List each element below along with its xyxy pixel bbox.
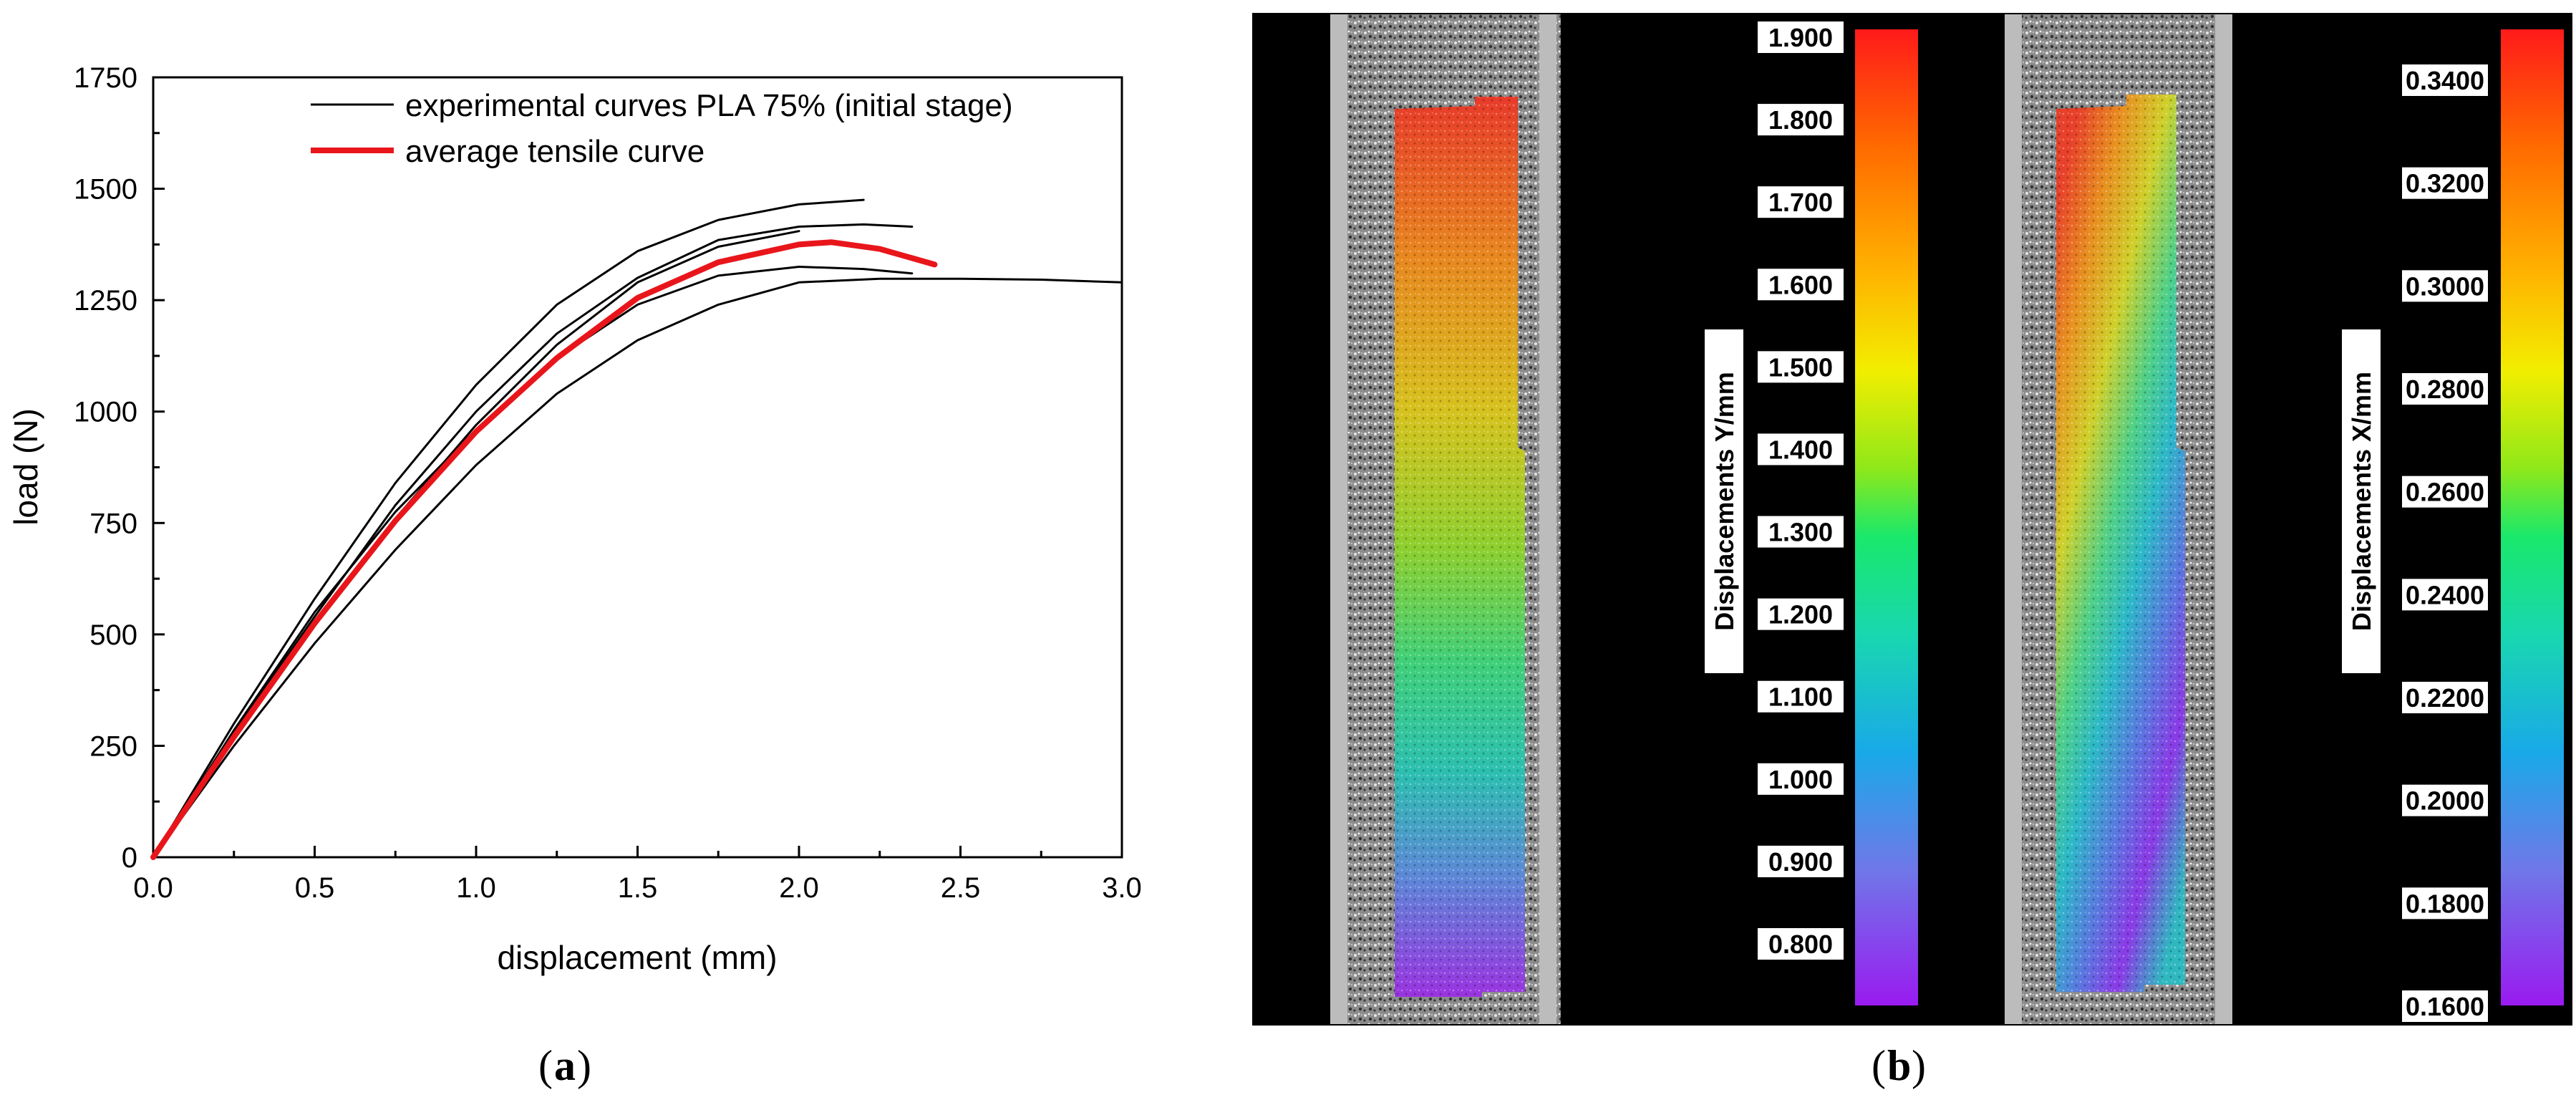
y-tick-label: 750	[89, 508, 137, 539]
colorbar-label: 0.800	[1768, 930, 1833, 959]
panel-a-label-close: )	[577, 1042, 591, 1089]
specimen-x-edge-left	[2005, 14, 2022, 1024]
colorbar-label: 0.3400	[2406, 66, 2484, 95]
legend-label-average: average tensile curve	[405, 134, 704, 169]
colorbar-label: 0.2600	[2406, 478, 2484, 507]
colorbar-label-box	[2402, 784, 2488, 816]
dic-map-y: 1.900 1.800 1.700 1.600 1.500 1.400 1.300 1.200…	[1252, 13, 1925, 1026]
dic-map-x: 0.3400 0.3200 0.3000 0.2800 0.2600 0.2400 0.22…	[1921, 13, 2572, 1026]
colorbar-label-box	[1758, 104, 1844, 136]
colorbar-label-box	[1758, 269, 1844, 301]
colorbar-label: 0.2800	[2406, 375, 2484, 404]
x-tick-label: 0.0	[133, 872, 173, 904]
legend: experimental curves PLA 75% (initial sta…	[311, 88, 1013, 169]
colorbar-label-box	[2402, 887, 2488, 920]
colorbar-label-box	[1758, 516, 1844, 548]
load-displacement-chart: 0.0 0.5 1.0 1.5 2.0 2.5 3.0 0 250 500 750 1000 1250…	[7, 62, 1142, 976]
colorbar-label-box	[2402, 990, 2488, 1022]
colorbar-label: 1.200	[1768, 600, 1833, 629]
legend-label-experimental: experimental curves PLA 75% (initial sta…	[405, 88, 1013, 123]
colorbar-x-labels: 0.3400 0.3200 0.3000 0.2800 0.2600 0.2400 0.22…	[2402, 64, 2488, 1022]
colorbar-label-box	[2402, 682, 2488, 713]
plot-frame	[152, 76, 1123, 859]
colorbar-label-box	[2402, 64, 2488, 96]
colorbar-y-title: Displacements Y/mm	[1710, 372, 1739, 631]
colorbar-label: 1.500	[1768, 352, 1833, 382]
y-axis-title: load (N)	[7, 408, 44, 526]
colorbar-label: 1.400	[1768, 435, 1833, 464]
colorbar-label-box	[1758, 186, 1844, 218]
average-tensile-curve-line	[150, 239, 938, 860]
panel-b-label-close: )	[1912, 1042, 1926, 1089]
colorbar-label-box	[1758, 433, 1844, 465]
colorbar-x-title-box: Displacements X/mm	[2342, 329, 2381, 673]
colorbar-label: 1.300	[1768, 518, 1833, 547]
panel-a-label-open: (	[538, 1042, 553, 1089]
colorbar-label-box	[1758, 763, 1844, 795]
panel-b-label: b	[1887, 1042, 1911, 1089]
colorbar-label: 1.100	[1768, 682, 1833, 712]
y-axis-ticks: 0 250 500 750 1000 1250 1500 1750	[74, 62, 165, 874]
y-tick-label: 1750	[74, 62, 137, 94]
colorbar-label: 0.3200	[2406, 169, 2484, 198]
colorbar-label-box	[1758, 598, 1844, 630]
colorbar-label-box	[1758, 928, 1844, 960]
x-tick-label: 0.5	[295, 872, 335, 904]
colorbar-label: 1.700	[1768, 188, 1833, 217]
colorbar-y-labels: 1.900 1.800 1.700 1.600 1.500 1.400 1.300 1.200…	[1758, 21, 1844, 960]
specimen-x-edge-right	[2215, 14, 2232, 1024]
colorbar-label: 0.2000	[2406, 786, 2484, 816]
colorbar-label: 0.3000	[2406, 271, 2484, 301]
panel-b-label-open: (	[1872, 1042, 1886, 1089]
panel-a-label: a	[554, 1042, 576, 1089]
colorbar-label-box	[1758, 21, 1844, 53]
colorbar-label-box	[2402, 167, 2488, 199]
colorbar-label-box	[1758, 351, 1844, 383]
experimental-curve-line	[152, 277, 1123, 859]
y-tick-label: 250	[89, 730, 137, 762]
colorbar-label: 1.600	[1768, 270, 1833, 299]
colorbar-label: 1.800	[1768, 105, 1833, 135]
x-tick-label: 2.0	[779, 872, 819, 904]
colorbar-label-box	[2402, 579, 2488, 611]
colorbar-x-bar	[2499, 28, 2565, 1007]
colorbar-label: 0.1800	[2406, 889, 2484, 918]
colorbar-label-box	[1758, 680, 1844, 713]
x-axis-ticks: 0.0 0.5 1.0 1.5 2.0 2.5 3.0	[133, 846, 1142, 904]
colorbar-label: 0.2200	[2406, 683, 2484, 713]
x-tick-label: 3.0	[1102, 872, 1142, 904]
specimen-y-edge-right	[1539, 14, 1556, 1024]
x-tick-label: 1.0	[456, 872, 496, 904]
colorbar-label: 1.000	[1768, 765, 1833, 794]
x-tick-label: 1.5	[618, 872, 658, 904]
experimental-curve-line	[152, 223, 914, 859]
colorbar-x-title: Displacements X/mm	[2347, 372, 2376, 631]
colorbar-label-box	[2402, 270, 2488, 302]
displacement-field-x-speckle	[2056, 95, 2185, 992]
y-tick-label: 1500	[74, 174, 137, 206]
y-tick-label: 500	[89, 619, 137, 651]
specimen-y-edge-left	[1330, 14, 1347, 1024]
y-tick-label: 0	[122, 842, 137, 874]
colorbar-label: 1.900	[1768, 23, 1833, 52]
colorbar-y-bar	[1854, 28, 1919, 1007]
colorbar-y-title-box: Displacements Y/mm	[1705, 329, 1743, 673]
experimental-curve-line	[152, 230, 800, 859]
colorbar-label-box	[2402, 476, 2488, 508]
experimental-curve-line	[152, 266, 914, 859]
colorbar-label: 0.2400	[2406, 580, 2484, 609]
y-tick-label: 1000	[74, 397, 137, 428]
y-tick-label: 1250	[74, 285, 137, 317]
x-axis-title: displacement (mm)	[497, 939, 777, 976]
colorbar-label: 0.1600	[2406, 992, 2484, 1021]
experimental-curve-line	[152, 198, 865, 859]
colorbar-label-box	[1758, 845, 1844, 877]
colorbar-label-box	[2402, 373, 2488, 405]
colorbar-label: 0.900	[1768, 847, 1833, 877]
x-tick-label: 2.5	[941, 872, 981, 904]
data-series	[150, 198, 1123, 860]
displacement-field-y-speckle	[1395, 97, 1525, 997]
